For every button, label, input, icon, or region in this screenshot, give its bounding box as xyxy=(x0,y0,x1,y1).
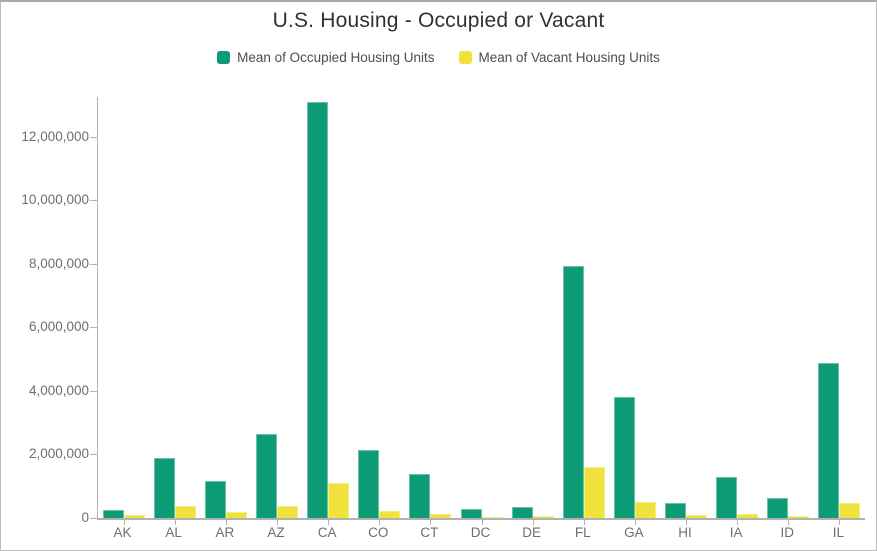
vacant-bar-DE[interactable] xyxy=(532,516,554,518)
vacant-bar-IA[interactable] xyxy=(737,514,759,518)
x-axis-tick-label: GA xyxy=(624,525,644,540)
plot-area xyxy=(97,97,865,525)
occupied-bar-CA[interactable] xyxy=(307,102,329,518)
occupied-bar-DE[interactable] xyxy=(511,507,533,518)
x-axis-tick-mark xyxy=(123,520,125,525)
y-axis-tick-label: 8,000,000 xyxy=(28,255,89,271)
x-axis-tick-mark xyxy=(174,520,176,525)
y-axis-tick-label: 2,000,000 xyxy=(28,446,89,462)
x-axis-tick-label: AZ xyxy=(267,525,285,540)
vacant-series-swatch-icon xyxy=(458,51,472,64)
x-axis-tick-mark xyxy=(481,520,483,525)
occupied-bar-HI[interactable] xyxy=(665,503,687,518)
occupied-bar-AR[interactable] xyxy=(204,481,226,518)
y-axis-tick-label: 10,000,000 xyxy=(21,192,89,208)
x-axis-tick-mark xyxy=(379,520,381,525)
legend-label-occupied: Mean of Occupied Housing Units xyxy=(237,50,435,65)
x-axis-tick-mark xyxy=(328,520,330,525)
x-axis-tick-label: IA xyxy=(729,525,743,540)
vacant-bar-AK[interactable] xyxy=(123,515,145,518)
y-axis-tick-label: 0 xyxy=(81,510,89,525)
vacant-bar-IL[interactable] xyxy=(839,503,861,518)
x-axis-tick-label: HI xyxy=(678,525,692,540)
x-axis-tick-mark xyxy=(634,520,636,525)
x-axis-tick-label: CA xyxy=(317,525,337,540)
occupied-bar-CO[interactable] xyxy=(358,450,380,518)
chart-title: U.S. Housing - Occupied or Vacant xyxy=(272,9,605,32)
occupied-series-swatch-icon xyxy=(217,51,231,64)
x-axis-tick-mark xyxy=(788,520,790,525)
vacant-bar-AL[interactable] xyxy=(174,506,196,518)
occupied-bar-ID[interactable] xyxy=(767,498,789,518)
occupied-bar-FL[interactable] xyxy=(562,266,584,518)
y-axis-tick-label: 6,000,000 xyxy=(28,319,89,335)
y-axis-tick-mark xyxy=(90,327,97,329)
legend: Mean of Occupied Housing Units Mean of V… xyxy=(1,50,876,65)
vacant-bar-CO[interactable] xyxy=(379,511,401,518)
x-axis-tick-mark xyxy=(839,520,841,525)
legend-item-occupied[interactable]: Mean of Occupied Housing Units xyxy=(217,50,435,65)
y-axis-tick-label: 12,000,000 xyxy=(21,128,89,144)
x-axis-tick-mark xyxy=(225,520,227,525)
occupied-bar-AZ[interactable] xyxy=(255,434,277,518)
occupied-bar-GA[interactable] xyxy=(613,397,635,518)
legend-label-vacant: Mean of Vacant Housing Units xyxy=(478,50,660,65)
x-axis-tick-mark xyxy=(686,520,688,525)
occupied-bar-CT[interactable] xyxy=(409,474,431,518)
x-axis-tick-label: AL xyxy=(165,525,182,540)
x-axis-tick-label: DE xyxy=(522,525,541,540)
vacant-bar-FL[interactable] xyxy=(583,467,605,518)
x-axis-tick-mark xyxy=(583,520,585,525)
vacant-bar-HI[interactable] xyxy=(686,515,708,518)
y-axis-tick-mark xyxy=(90,136,97,138)
y-axis-tick-mark xyxy=(90,454,97,456)
y-axis-tick-mark xyxy=(90,200,97,202)
x-axis-tick-label: ID xyxy=(780,525,795,540)
x-axis-tick-label: FL xyxy=(574,525,591,540)
y-axis-tick-label: 4,000,000 xyxy=(28,382,89,398)
vacant-bar-AZ[interactable] xyxy=(276,506,298,518)
x-axis-tick-mark xyxy=(430,520,432,525)
y-axis-tick-mark xyxy=(90,390,97,392)
occupied-bar-AK[interactable] xyxy=(102,510,124,518)
x-axis-tick-label: CO xyxy=(368,525,389,540)
x-axis-tick-mark xyxy=(276,520,278,525)
x-axis-tick-mark xyxy=(737,520,739,525)
vacant-bar-DC[interactable] xyxy=(481,517,503,518)
vacant-bar-AR[interactable] xyxy=(225,512,247,518)
vacant-bar-GA[interactable] xyxy=(634,502,656,518)
y-axis-tick-mark xyxy=(90,263,97,265)
x-axis-tick-label: DC xyxy=(470,525,491,540)
vacant-bar-CT[interactable] xyxy=(430,514,452,518)
occupied-bar-DC[interactable] xyxy=(460,509,482,518)
occupied-bar-IA[interactable] xyxy=(716,477,738,518)
x-axis-tick-label: AR xyxy=(215,525,235,540)
x-axis-tick-mark xyxy=(532,520,534,525)
vacant-bar-ID[interactable] xyxy=(788,516,810,518)
x-axis-tick-label: CT xyxy=(420,525,439,540)
x-axis-tick-label: IL xyxy=(832,525,845,540)
occupied-bar-IL[interactable] xyxy=(818,363,840,518)
legend-item-vacant[interactable]: Mean of Vacant Housing Units xyxy=(458,50,660,65)
x-axis-tick-label: AK xyxy=(113,525,132,540)
vacant-bar-CA[interactable] xyxy=(328,483,350,518)
y-axis-tick-mark xyxy=(90,518,97,519)
occupied-bar-AL[interactable] xyxy=(153,458,175,518)
